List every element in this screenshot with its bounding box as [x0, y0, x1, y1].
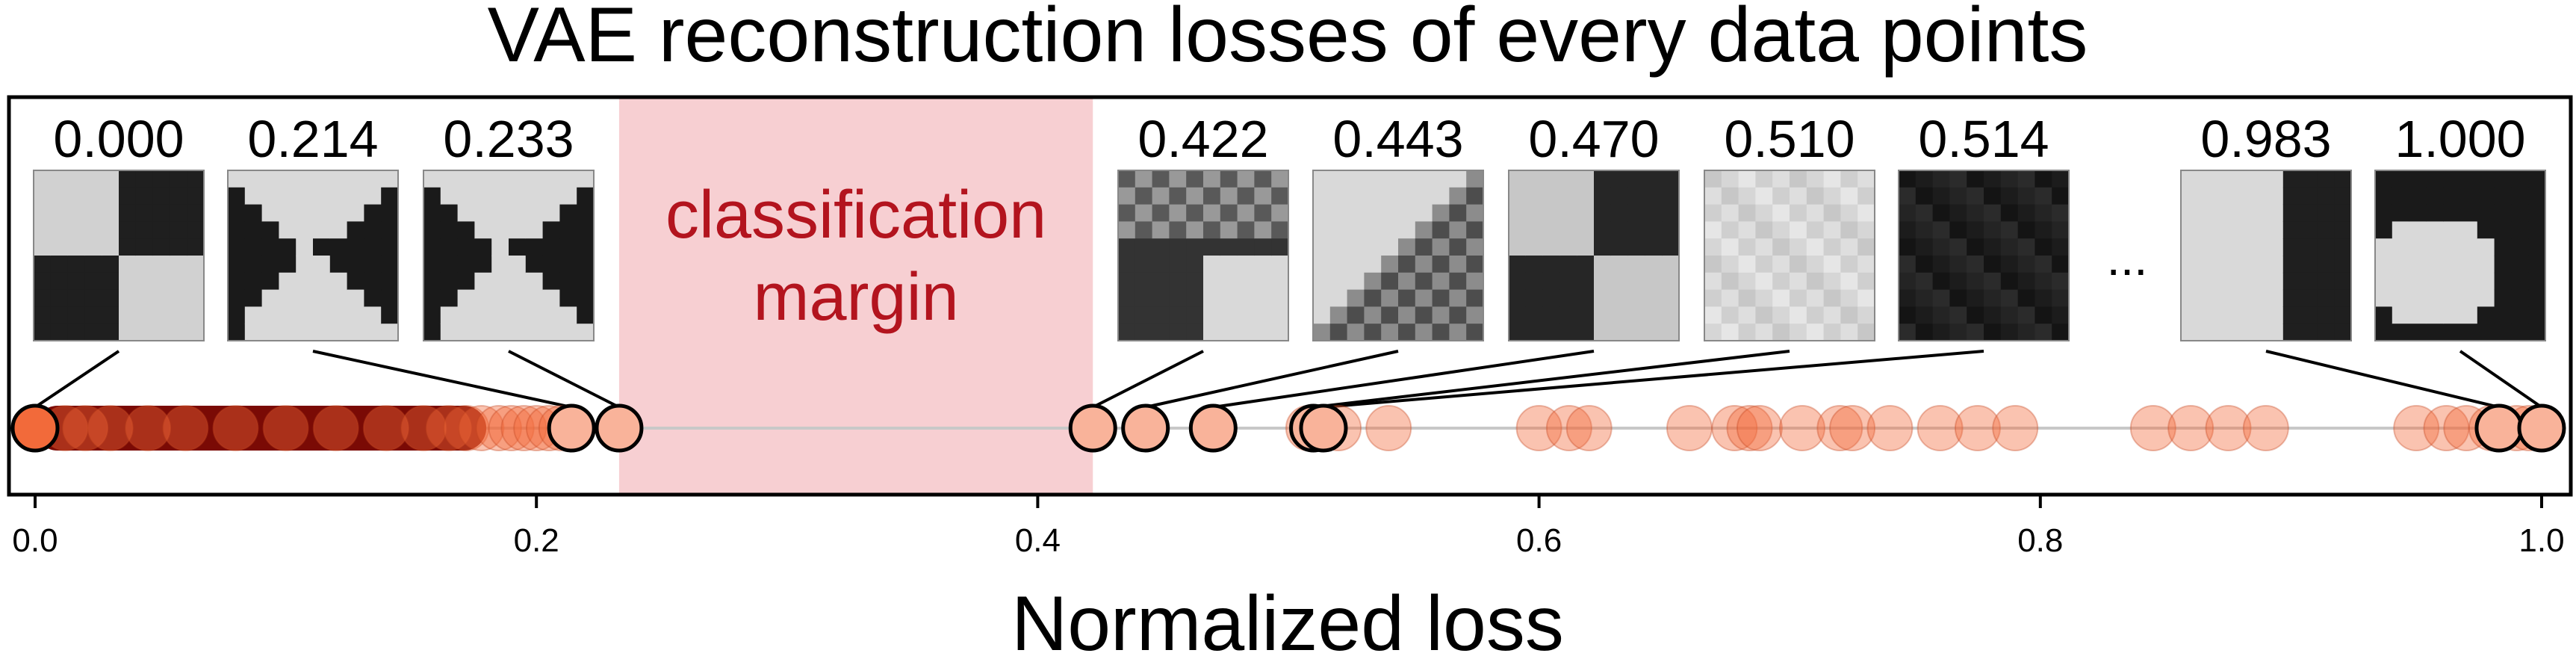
data-point	[2393, 405, 2440, 451]
plot-frame	[7, 95, 2573, 497]
data-point	[1816, 405, 1863, 451]
x-axis: 0.0 0.2 0.4 0.6 0.8 1.0	[12, 495, 2565, 559]
dense-points	[35, 406, 487, 451]
data-point	[1565, 405, 1613, 451]
data-point	[1666, 405, 1713, 451]
data-point	[443, 405, 490, 451]
dense-point-band	[35, 406, 487, 451]
highlighted-point	[2517, 403, 2566, 453]
sample-thumbnail	[1312, 170, 1484, 341]
margin-label-line1: classification	[665, 178, 1046, 253]
sample-thumbnail	[33, 170, 205, 341]
sample-thumbnail	[2374, 170, 2546, 341]
highlighted-point	[1299, 403, 1348, 453]
connector-line	[312, 350, 572, 409]
chart-title: VAE reconstruction losses of every data …	[488, 0, 2088, 78]
sample-loss-label: 1.000	[2395, 110, 2525, 168]
x-tick-label: 0.6	[1516, 522, 1562, 559]
sample-loss-label: 0.214	[247, 110, 378, 168]
data-point	[2167, 405, 2215, 451]
data-point	[362, 405, 409, 451]
data-point	[500, 405, 547, 451]
sample-loss-label: 0.443	[1332, 110, 1463, 168]
data-point	[2423, 405, 2470, 451]
data-point	[125, 405, 172, 451]
highlighted-point	[547, 403, 596, 453]
highlighted-point	[1068, 403, 1117, 453]
data-point	[1736, 405, 1783, 451]
x-tick-label: 0.0	[12, 522, 58, 559]
connector-lines	[34, 350, 2543, 409]
sample-loss-label: 0.470	[1528, 110, 1659, 168]
connector-line	[2265, 350, 2500, 409]
sample-thumbnail	[2180, 170, 2352, 341]
highlighted-point	[1188, 403, 1238, 453]
x-tick-label: 0.8	[2017, 522, 2063, 559]
data-point	[458, 405, 505, 451]
sample-thumbnail	[1898, 170, 2070, 341]
margin-label-line2: margin	[754, 260, 959, 335]
sample-thumbnail	[1508, 170, 1680, 341]
connector-line	[508, 350, 620, 409]
data-point	[2242, 405, 2289, 451]
x-axis-label: Normalized loss	[1011, 581, 1564, 662]
connector-line	[1323, 350, 1984, 409]
data-point	[1954, 405, 2001, 451]
data-point	[1992, 405, 2039, 451]
data-point	[2129, 405, 2176, 451]
data-point	[400, 405, 447, 451]
data-point	[262, 405, 309, 451]
highlighted-point	[2474, 403, 2524, 453]
data-point	[475, 405, 522, 451]
sample-thumbnails: 0.000 0.214 0.233 0.422 0.443 0.470 0.510 0.514…	[33, 110, 2546, 341]
sample-loss-label: 0.422	[1138, 110, 1268, 168]
sample-thumbnail	[227, 170, 399, 341]
data-point	[1545, 405, 1592, 451]
data-point	[1711, 405, 1758, 451]
ellipsis-label: ...	[2106, 230, 2147, 285]
data-point	[1778, 405, 1825, 451]
highlighted-point	[10, 403, 60, 453]
sample-loss-label: 0.233	[443, 110, 574, 168]
data-point	[488, 405, 535, 451]
data-point	[1365, 405, 1412, 451]
sample-loss-label: 0.983	[2200, 110, 2331, 168]
data-point	[1726, 405, 1773, 451]
data-point	[212, 405, 259, 451]
connector-line	[1145, 350, 1399, 409]
highlighted-point	[595, 403, 644, 453]
data-point	[1866, 405, 1914, 451]
data-point	[62, 405, 109, 451]
connector-line	[1092, 350, 1204, 409]
sample-thumbnail	[1704, 170, 1875, 341]
data-point	[2205, 405, 2252, 451]
connector-line	[1213, 350, 1595, 409]
sample-thumbnail	[1117, 170, 1289, 341]
connector-line	[34, 350, 120, 409]
data-point	[1917, 405, 1964, 451]
x-tick-label: 0.2	[514, 522, 559, 559]
highlighted-points	[10, 403, 2566, 453]
data-point	[425, 405, 472, 451]
connector-line	[2459, 350, 2543, 409]
data-point	[1829, 405, 1876, 451]
sample-thumbnail	[423, 170, 595, 341]
data-point	[162, 405, 209, 451]
highlighted-point	[1121, 403, 1170, 453]
data-point	[1515, 405, 1562, 451]
sample-loss-label: 0.000	[53, 110, 184, 168]
connector-line	[1313, 350, 1790, 409]
sample-loss-label: 0.514	[1918, 110, 2049, 168]
x-tick-label: 1.0	[2518, 522, 2564, 559]
data-point	[87, 405, 134, 451]
x-tick-label: 0.4	[1015, 522, 1061, 559]
sample-loss-label: 0.510	[1724, 110, 1855, 168]
data-point	[312, 405, 359, 451]
